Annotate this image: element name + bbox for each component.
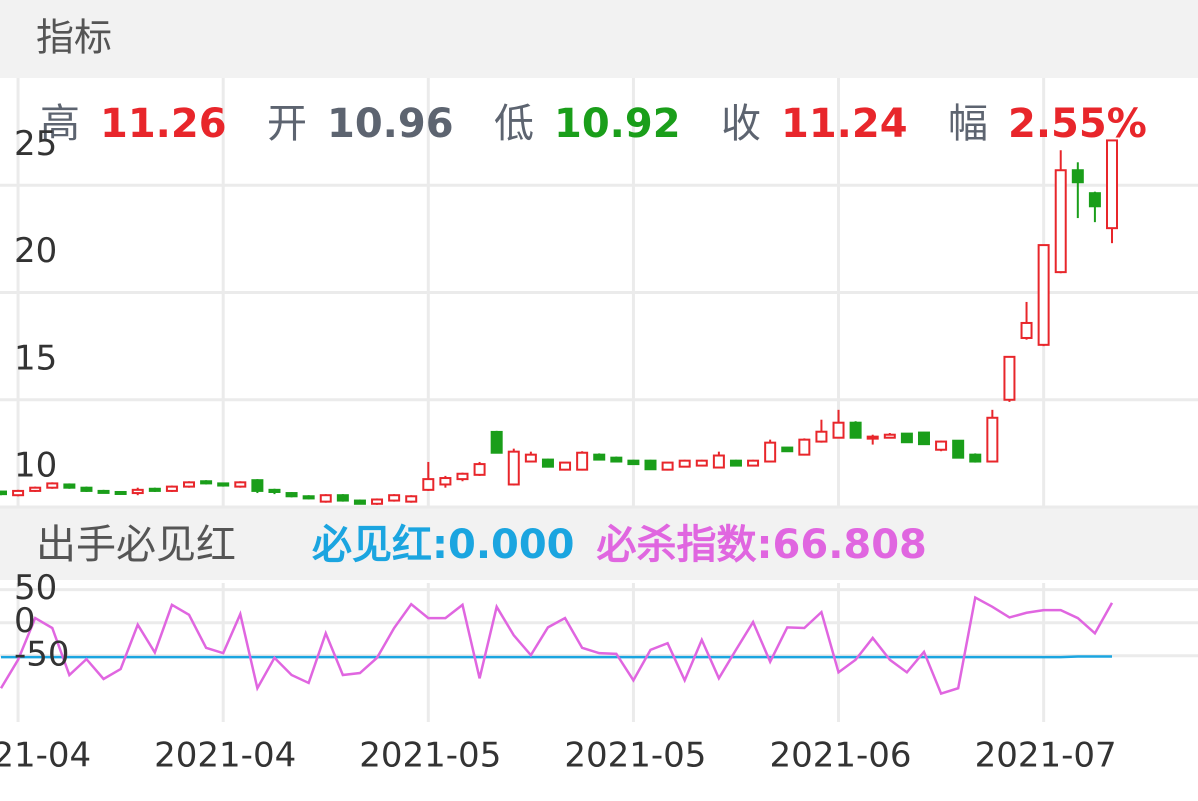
info-label: 幅 <box>948 101 988 147</box>
x-tick-label: 2021-06 <box>769 736 911 776</box>
candle-body <box>729 459 742 467</box>
info-value: 11.26 <box>100 101 227 147</box>
x-tick-label: 2021-05 <box>564 736 706 776</box>
candle-body <box>1020 321 1033 339</box>
candle-body <box>764 441 777 463</box>
candle-body <box>200 480 213 485</box>
candle-body <box>593 453 606 461</box>
candle-body <box>1054 169 1067 274</box>
candle-body <box>678 459 691 468</box>
candle-body <box>541 458 554 468</box>
y-tick-label: 25 <box>14 124 57 164</box>
candle-body <box>849 421 862 439</box>
candle-body <box>627 459 640 466</box>
info-value: 10.92 <box>554 101 681 147</box>
info-value: 2.55% <box>1008 101 1147 147</box>
candle-body <box>559 461 572 471</box>
legend-entry: 必见红:0.000 <box>312 522 575 568</box>
x-tick-label: 2021-04 <box>154 736 296 776</box>
candle-body <box>986 416 999 463</box>
y-tick-label: 20 <box>14 231 57 271</box>
candle-body <box>165 485 178 492</box>
x-tick-label: 2021-04 <box>0 736 91 776</box>
candle-body <box>422 478 435 491</box>
candle-body <box>456 472 469 481</box>
candle-body <box>917 431 930 446</box>
candle-body <box>302 495 315 500</box>
candle-body <box>524 453 537 463</box>
candle-body <box>1088 192 1101 208</box>
info-label: 收 <box>721 101 761 147</box>
info-value: 10.96 <box>327 101 454 147</box>
candle-body <box>46 482 59 489</box>
info-label: 低 <box>494 101 534 147</box>
candle-body <box>1037 244 1050 346</box>
candle-body <box>781 446 794 453</box>
candle-body <box>832 421 845 439</box>
indicator-title: 出手必见红 <box>36 522 236 568</box>
indicator-band <box>0 507 1198 580</box>
candle-body <box>251 479 264 492</box>
candle-body <box>97 489 110 494</box>
candle-body <box>712 454 725 469</box>
y-tick-label: 15 <box>14 338 57 378</box>
candle-body <box>576 451 589 471</box>
candle-body <box>80 486 93 492</box>
candle-body <box>490 430 503 454</box>
candle-body <box>507 450 520 486</box>
candle-body <box>217 482 230 487</box>
candle-body <box>0 490 7 496</box>
candle-body <box>610 456 623 463</box>
candle-body <box>183 481 196 488</box>
candle-body <box>131 488 144 495</box>
y-tick-label: 10 <box>14 446 57 486</box>
candle-body <box>473 463 486 476</box>
candle-body <box>815 430 828 443</box>
candle-body <box>1071 169 1084 184</box>
indicator-line <box>1 655 1112 659</box>
candle-body <box>900 432 913 444</box>
candle-body <box>353 499 366 505</box>
candle-body <box>798 438 811 456</box>
candle-body <box>1003 355 1016 401</box>
candle-body <box>114 490 127 495</box>
info-value: 11.24 <box>781 101 908 147</box>
candle-body <box>1106 139 1118 230</box>
candle-body <box>285 492 298 498</box>
candle-body <box>29 486 42 492</box>
candle-body <box>747 459 760 467</box>
candle-body <box>268 488 281 493</box>
title-band <box>0 0 1198 78</box>
candle-body <box>405 495 418 503</box>
candle-body <box>661 461 674 471</box>
page-title: 指标 <box>36 16 112 60</box>
x-tick-label: 2021-05 <box>359 736 501 776</box>
candle-body <box>234 481 247 488</box>
candle-body <box>63 483 76 489</box>
candle-body <box>388 494 401 502</box>
candle-body <box>336 494 349 502</box>
candle-body <box>695 459 708 467</box>
y-tick-label: 50 <box>14 568 57 608</box>
candle-body <box>935 440 948 451</box>
info-label: 高 <box>40 101 80 147</box>
candle-body <box>371 498 384 505</box>
candle-body <box>969 453 982 463</box>
x-tick-label: 2021-07 <box>975 736 1117 776</box>
candle-body <box>883 433 896 439</box>
candle-body <box>12 489 25 497</box>
candle-body <box>952 439 965 459</box>
indicator-line <box>0 595 1114 696</box>
legend-entry: 必杀指数:66.808 <box>597 522 927 568</box>
info-label: 开 <box>267 101 307 147</box>
candle-body <box>644 459 657 471</box>
candle-body <box>148 487 161 492</box>
candle-body <box>319 494 332 503</box>
y-tick-label: 0 <box>14 601 36 641</box>
candle-body <box>866 435 879 440</box>
candle-body <box>439 477 452 486</box>
y-tick-label: -50 <box>14 634 70 674</box>
